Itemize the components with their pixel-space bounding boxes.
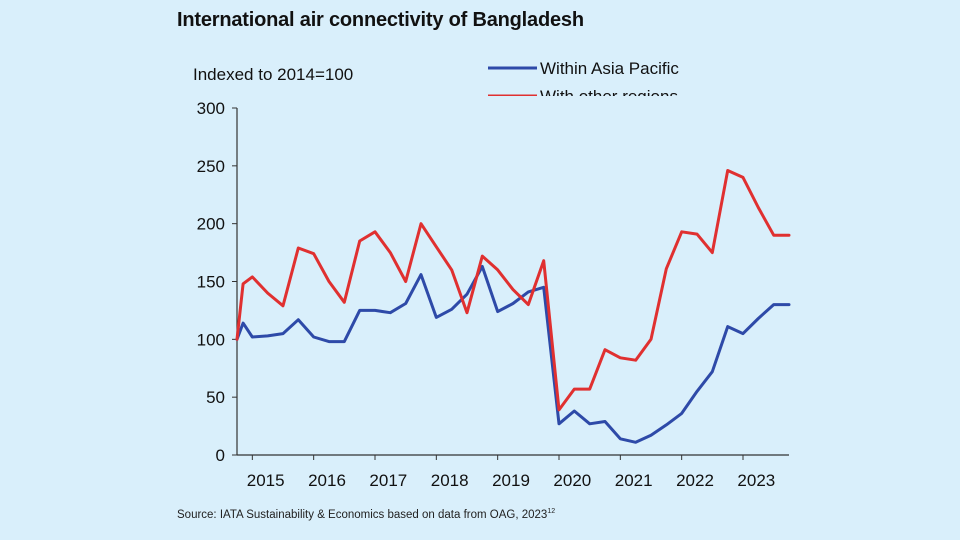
y-axis-unit-label: Indexed to 2014=100: [193, 65, 353, 84]
legend-label: With other regions: [540, 87, 678, 106]
y-tick-label: 250: [197, 157, 225, 176]
x-tick-label: 2017: [369, 471, 407, 490]
axes: 0 50 100 150 200 250 300 2015 2016 2017 2018 2019 20…: [197, 99, 789, 490]
x-tick-label: 2021: [615, 471, 653, 490]
series-lines: [235, 169, 791, 444]
source-text: Source: IATA Sustainability & Economics …: [177, 508, 548, 521]
y-tick-label: 50: [206, 388, 225, 407]
legend: Within Asia Pacific With other regions: [488, 59, 679, 106]
x-tick-label: 2016: [308, 471, 346, 490]
series-line-with-other-regions: [235, 169, 791, 412]
x-tick-label: 2018: [431, 471, 469, 490]
source-footnote-ref: 12: [547, 508, 556, 515]
x-tick-label: 2015: [247, 471, 285, 490]
chart-title: International air connectivity of Bangla…: [177, 9, 584, 31]
y-tick-label: 150: [197, 273, 225, 292]
x-tick-label: 2020: [553, 471, 591, 490]
source-note: Source: IATA Sustainability & Economics …: [177, 508, 555, 521]
y-tick-label: 300: [197, 99, 225, 118]
x-tick-label: 2019: [492, 471, 530, 490]
y-tick-label: 100: [197, 330, 225, 349]
y-tick-label: 200: [197, 215, 225, 234]
y-tick-label: 0: [216, 446, 225, 465]
series-line-within-asia-pacific: [235, 265, 791, 444]
legend-label: Within Asia Pacific: [540, 59, 679, 78]
x-tick-label: 2022: [676, 471, 714, 490]
x-tick-label: 2023: [737, 471, 775, 490]
